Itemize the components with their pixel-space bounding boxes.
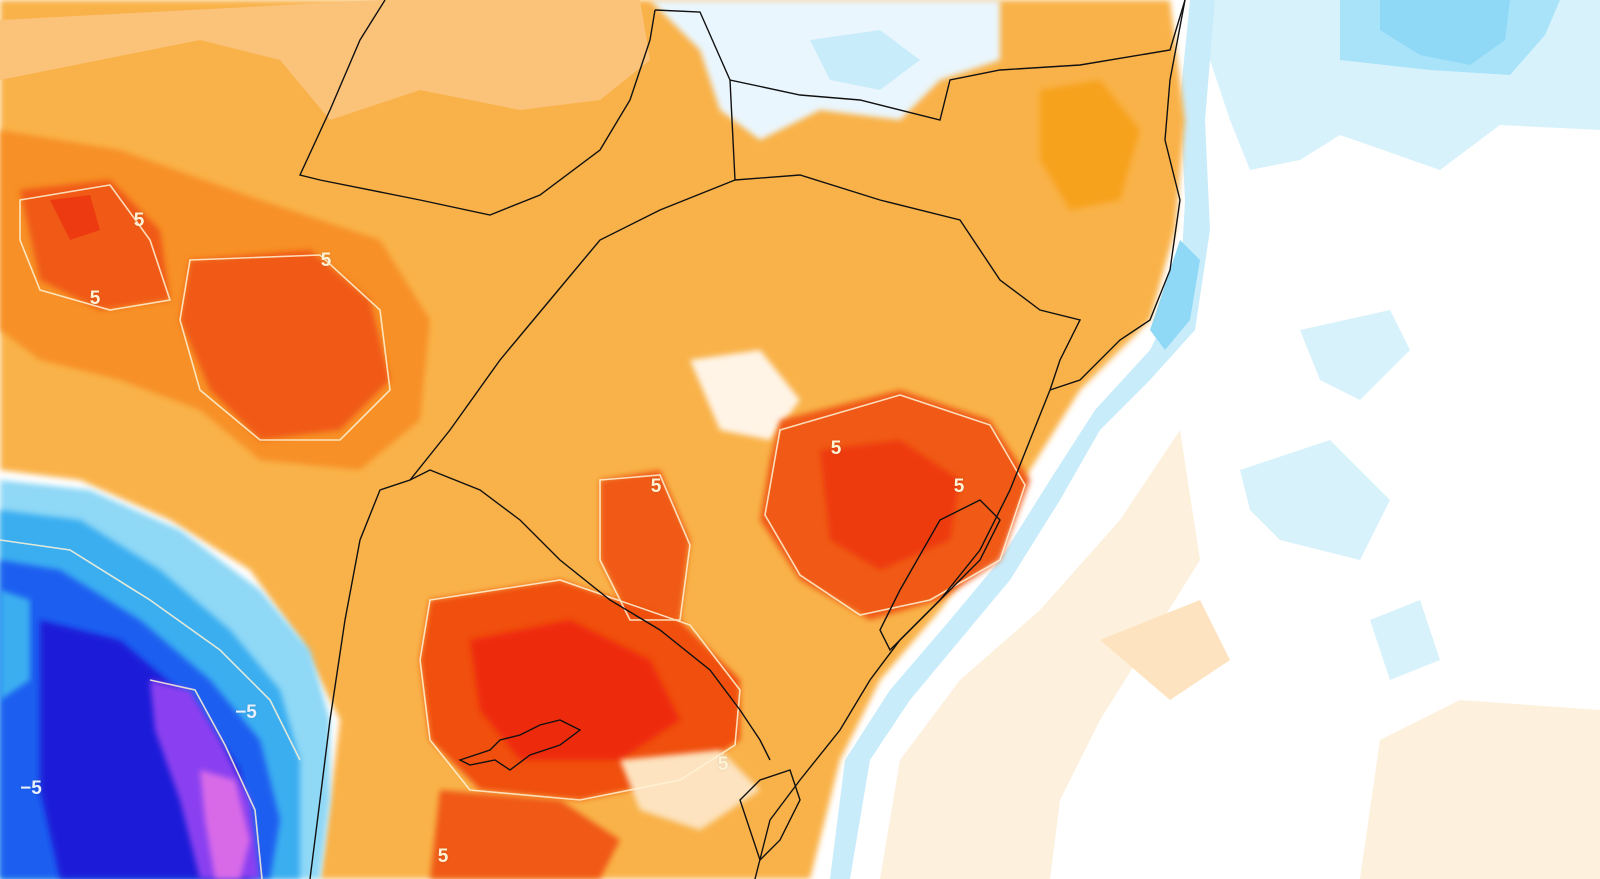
contour-label: 5 bbox=[830, 438, 842, 459]
contour-label: 5 bbox=[133, 210, 145, 231]
contour-label: 5 bbox=[953, 476, 965, 497]
contour-label: 5 bbox=[717, 754, 729, 775]
contour-label: 5 bbox=[320, 250, 332, 271]
white-contours bbox=[0, 184, 1026, 879]
contour-label: −5 bbox=[20, 778, 42, 799]
land-warm-anomaly bbox=[0, 0, 1185, 879]
contour-label: 5 bbox=[437, 846, 449, 867]
contour-label: 5 bbox=[89, 288, 101, 309]
ocean-anomaly-field bbox=[830, 0, 1600, 879]
contour-label: 5 bbox=[650, 476, 662, 497]
cold-anomaly-southwest bbox=[0, 480, 330, 879]
political-borders bbox=[299, 0, 1186, 879]
contour-label: −5 bbox=[235, 702, 257, 723]
